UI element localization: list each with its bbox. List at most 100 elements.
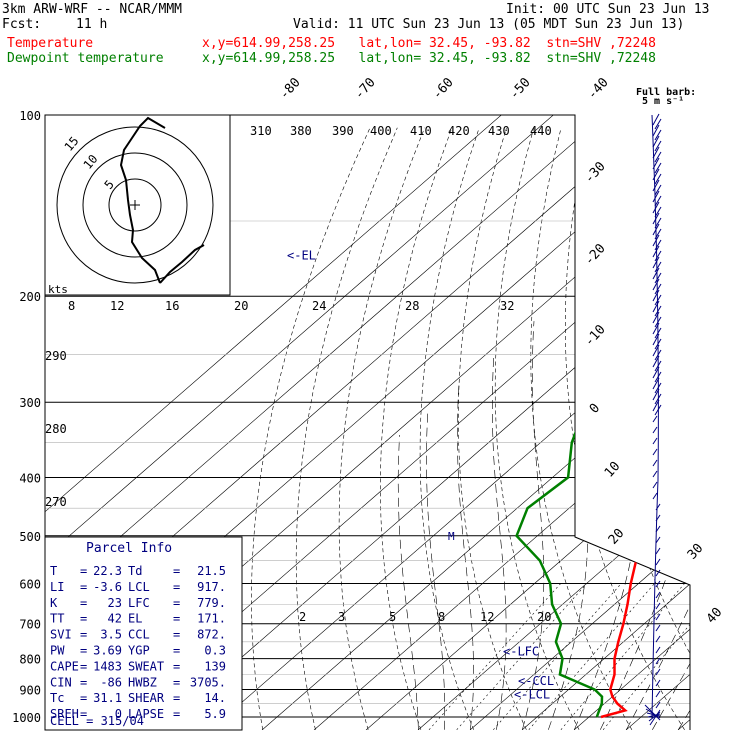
parcel-param-value: 3.5: [100, 628, 122, 642]
hodograph-ring: [56, 126, 214, 284]
isotherm-line: [365, 115, 690, 730]
parcel-param-name: SWEAT: [128, 659, 164, 673]
dry-adiabat: [338, 127, 425, 730]
wind-barb: [652, 168, 660, 181]
parcel-param-name: SHEAR: [128, 691, 165, 705]
theta-label: 430: [488, 124, 510, 138]
theta-label: 380: [290, 124, 312, 138]
profile-traces: [515, 115, 690, 719]
wind-barb: [654, 272, 662, 284]
wind-barb: [654, 118, 662, 130]
wind-barb: [655, 525, 661, 533]
header: 3km ARW-WRF -- NCAR/MMM Init: 00 UTC Sun…: [0, 0, 740, 70]
wind-barb: [654, 360, 662, 372]
wind-barb: [654, 305, 662, 317]
parcel-equals: =: [173, 659, 180, 673]
isotherm-line: [45, 115, 606, 730]
parcel-param-value: -86: [100, 675, 122, 689]
wind-barb: [652, 113, 660, 126]
wind-barb: [655, 679, 661, 687]
parcel-equals: =: [80, 580, 87, 594]
wind-barb: [652, 388, 660, 401]
mixing-ratio-label: 16: [165, 299, 179, 313]
isotherm-label-right: 10: [602, 459, 624, 481]
pressure-label: 100: [19, 109, 41, 123]
parcel-param-name: TT: [50, 612, 64, 626]
parcel-param-value: -3.6: [93, 580, 122, 594]
parcel-info-frame: [44, 536, 243, 731]
parcel-equals: =: [80, 612, 87, 626]
level-marker: <-EL: [287, 248, 316, 262]
theta-label: 310: [250, 124, 272, 138]
wind-barb: [655, 602, 661, 610]
pressure-label: 700: [19, 618, 41, 632]
parcel-equals: =: [173, 644, 180, 658]
isotherm-line: [313, 115, 690, 730]
moist-adiabat: [397, 434, 419, 730]
dry-adiabat: [494, 127, 580, 730]
theta-label: 400: [370, 124, 392, 138]
parcel-param-name: LFC: [128, 596, 150, 610]
theta-label: 420: [448, 124, 470, 138]
wind-barb: [654, 393, 662, 405]
isotherm-label-top: -80: [277, 75, 304, 102]
pressure-label: 300: [19, 396, 41, 410]
parcel-equals: =: [80, 596, 87, 610]
wind-barb: [652, 355, 660, 368]
wind-barb: [654, 151, 662, 163]
wind-barb: [652, 366, 660, 379]
wind-barb: [655, 569, 661, 577]
parcel-equals: =: [173, 628, 180, 642]
isotherm-line: [521, 115, 690, 730]
wind-barb: [652, 399, 660, 412]
theta-label-left: 270: [45, 495, 67, 509]
mixing-ratio-label-low: 2: [299, 610, 306, 624]
wind-barb: [654, 382, 662, 394]
wind-barb: [652, 470, 658, 478]
theta-label: 410: [410, 124, 432, 138]
parcel-param-value: 3.69: [93, 644, 122, 658]
parcel-param-value: 139: [204, 659, 226, 673]
wind-barb: [652, 135, 660, 148]
init-time: Init: 00 UTC Sun 23 Jun 13: [506, 2, 710, 17]
theta-label: 440: [530, 124, 552, 138]
forecast-hours: 11 h: [76, 17, 108, 32]
wind-barb: [652, 256, 660, 269]
moist-adiabat: [522, 321, 545, 730]
dry-adiabat: [419, 127, 480, 730]
parcel-param-value: 14.: [204, 691, 226, 705]
wind-barb: [652, 223, 660, 236]
moist-adiabat: [492, 354, 507, 730]
hodograph-ring: [108, 178, 162, 232]
parcel-param-name: T: [50, 564, 57, 578]
mixing-ratio-line: [493, 583, 622, 730]
level-marker: <-CCL: [518, 674, 554, 688]
mixing-ratio-line: [528, 583, 655, 730]
wind-barb: [655, 690, 661, 698]
isotherm-line: [730, 115, 740, 730]
mixing-ratio-label: 8: [68, 299, 75, 313]
parcel-equals: =: [80, 564, 87, 578]
parcel-info-title: Parcel Info: [86, 541, 172, 556]
parcel-param-name: LI: [50, 580, 64, 594]
wind-barb: [655, 536, 661, 544]
parcel-param-name: CAPE: [50, 659, 79, 673]
wind-barb: [652, 146, 660, 159]
isotherm-line: [45, 115, 554, 730]
parcel-param-value: 42: [108, 612, 122, 626]
cell-marker: M: [448, 530, 455, 543]
isotherm-label-top: -50: [507, 75, 534, 102]
forecast-label: Fcst:: [2, 17, 42, 32]
pressure-label: 500: [19, 530, 41, 544]
wind-barb-surface: [647, 713, 661, 718]
parcel-param-name: HWBZ: [128, 675, 157, 689]
wind-barb: [652, 448, 658, 456]
wind-barb-surface: [644, 704, 661, 721]
wind-barb: [654, 129, 662, 141]
pressure-label: 1000: [12, 711, 41, 725]
wind-barb: [652, 377, 660, 390]
isotherm-line: [417, 115, 690, 730]
wind-barb: [655, 624, 661, 632]
wind-barb: [652, 492, 658, 500]
